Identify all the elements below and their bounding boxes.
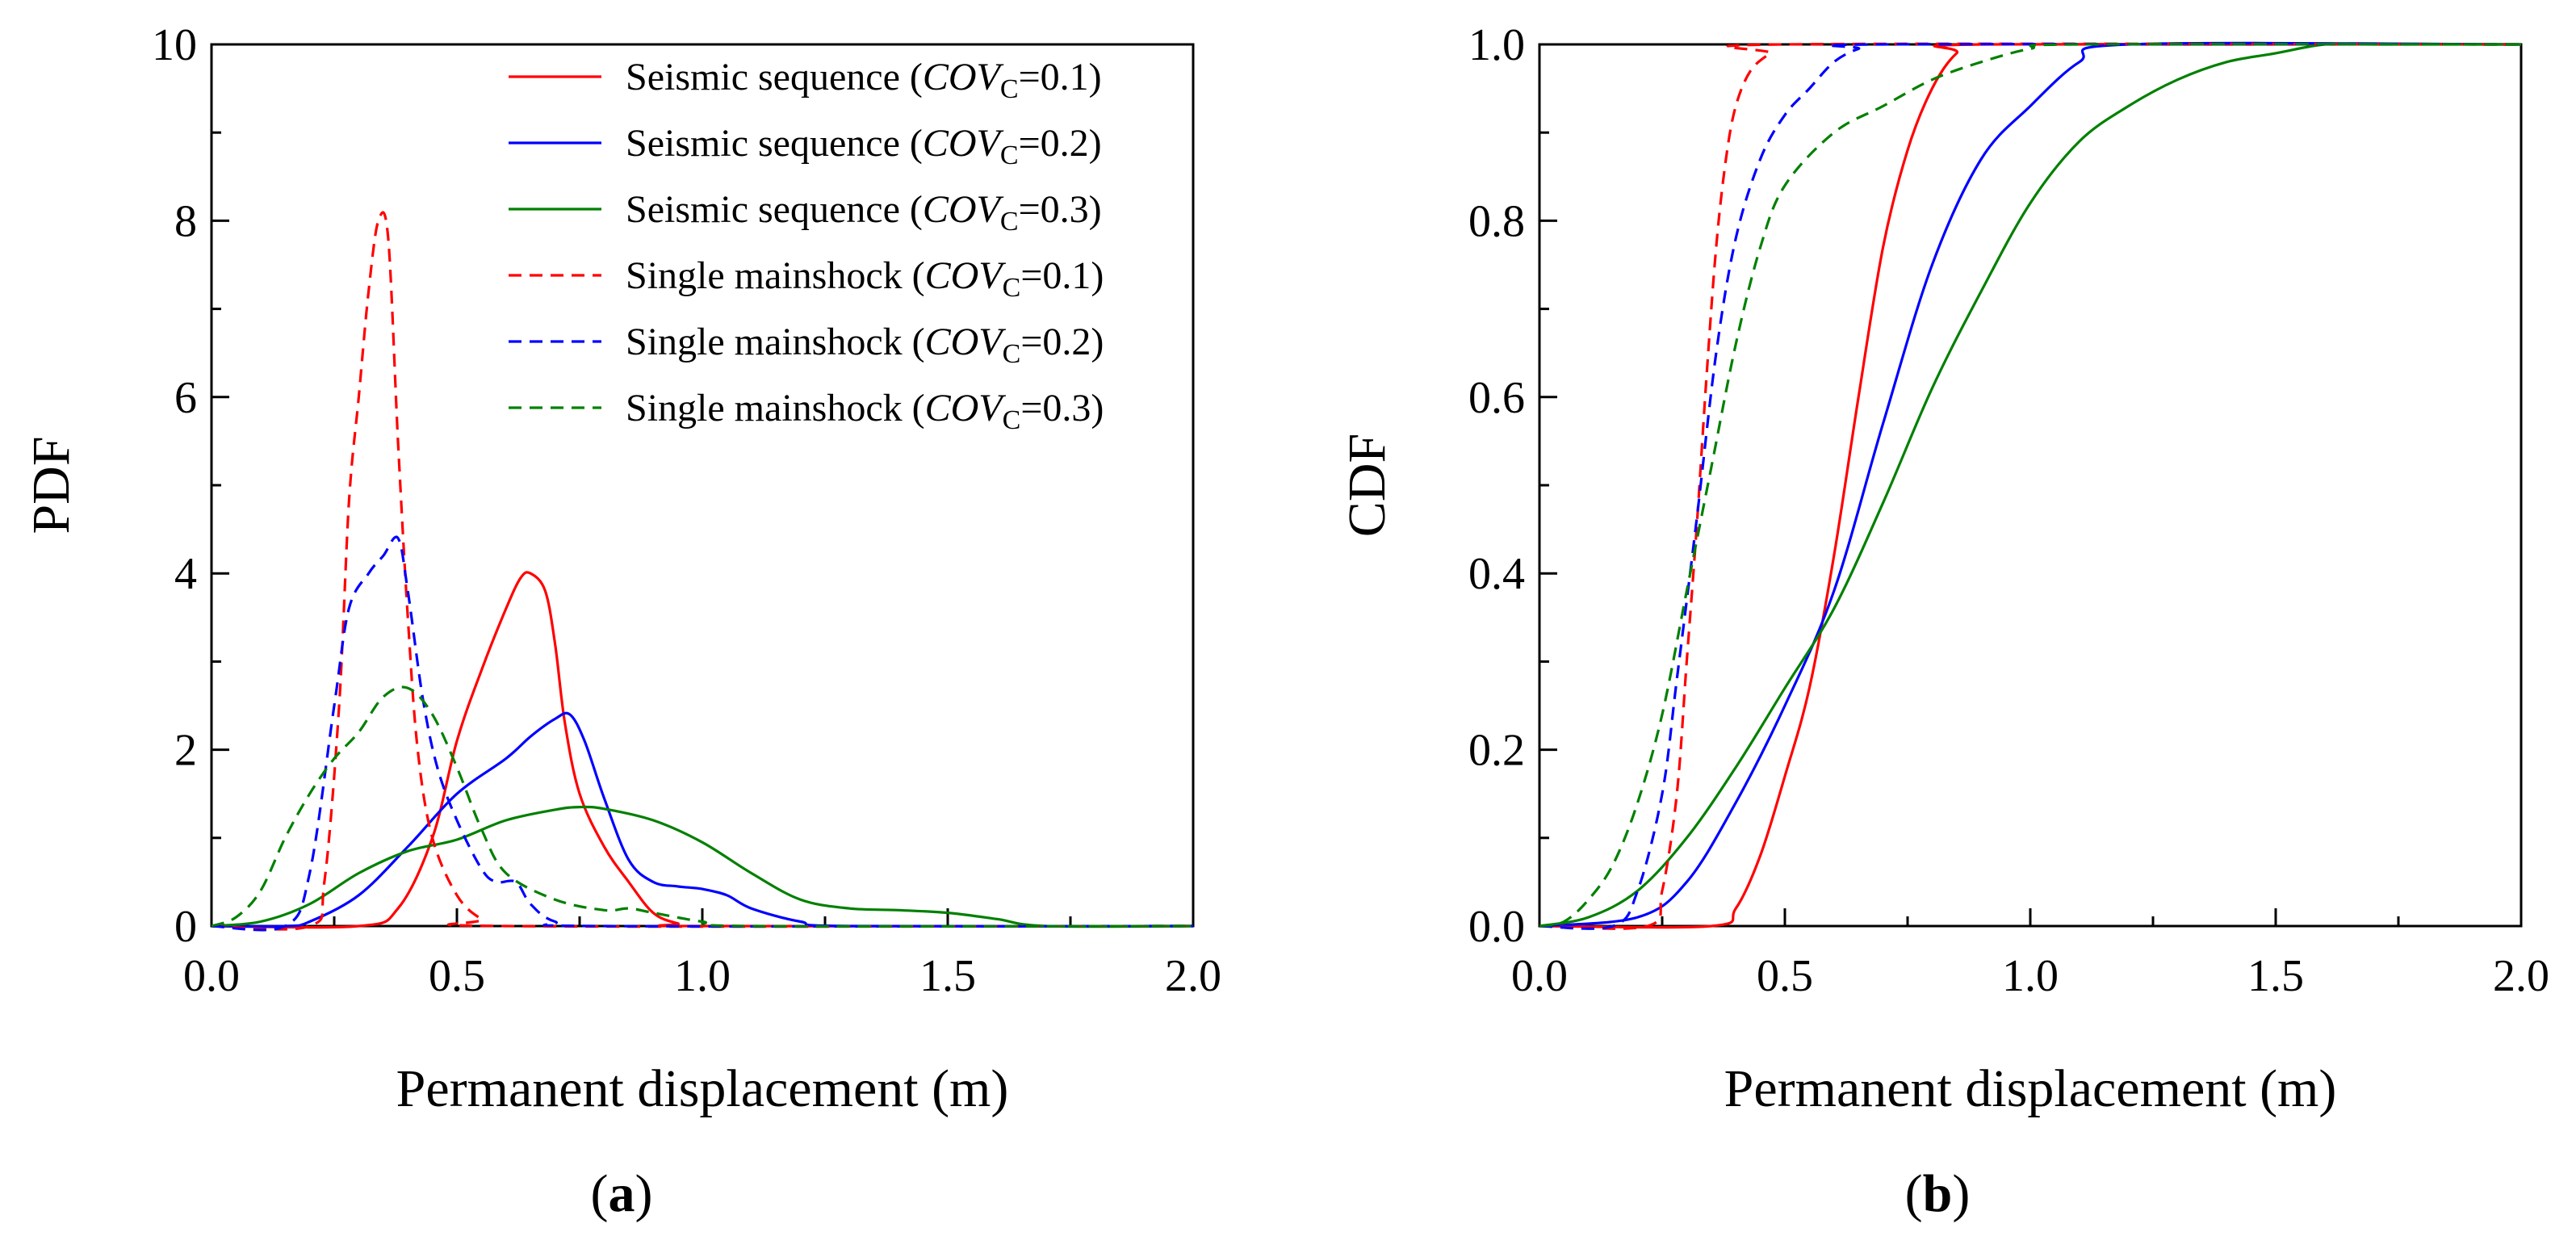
y-axis-title-a: PDF (22, 436, 81, 534)
series-line-a-5 (211, 535, 1194, 932)
x-tick-label: 2.0 (2493, 951, 2549, 1001)
series-line-b-2 (1539, 41, 2522, 928)
series-b (1539, 41, 2522, 930)
legend: Seismic sequence (COVC=0.1) Seismic seque… (509, 56, 1104, 435)
tick-labels-b: 0.0 0.5 1.0 1.5 2.0 0.0 0.2 0.4 0.6 0.8 1.0 (1468, 20, 2549, 1001)
series-line-a-2 (211, 711, 1194, 928)
x-tick-label: 1.0 (2002, 951, 2059, 1001)
y-tick-label: 0.2 (1468, 726, 1525, 776)
y-tick-label: 6 (174, 373, 197, 423)
tick-labels-a: 0.0 0.5 1.0 1.5 2.0 0 2 4 6 8 10 (152, 20, 1221, 1001)
ticks-b (1538, 43, 2523, 928)
chart-panel-b: 0.0 0.5 1.0 1.5 2.0 0.0 0.2 0.4 0.6 0.8 1.0 Perman… (1338, 20, 2549, 1223)
series-line-a-3 (211, 805, 1194, 928)
y-axis-title-b: CDF (1338, 434, 1397, 537)
x-axis-title-b: Permanent displacement (m) (1724, 1059, 2337, 1118)
ticks-a (210, 43, 1195, 928)
panel-label-a: (a) (591, 1164, 653, 1223)
y-tick-label: 0 (174, 902, 197, 952)
plot-frame-b (1538, 43, 2523, 928)
series-line-b-5 (1539, 43, 2522, 930)
legend-entry-2: Seismic sequence (COVC=0.2) (626, 122, 1102, 170)
series-line-b-1 (1539, 42, 2522, 929)
legend-entry-6: Single mainshock (COVC=0.3) (626, 387, 1104, 435)
series-line-a-6 (211, 685, 1194, 928)
x-tick-label: 2.0 (1165, 951, 1221, 1001)
y-tick-label: 0.0 (1468, 902, 1525, 952)
x-tick-label: 0.5 (1757, 951, 1813, 1001)
plot-frame-a (210, 43, 1195, 928)
x-tick-label: 1.5 (919, 951, 976, 1001)
series-a (211, 211, 1194, 932)
panel-letter-a: a (609, 1164, 635, 1223)
legend-entry-5: Single mainshock (COVC=0.2) (626, 321, 1104, 369)
x-tick-label: 1.5 (2247, 951, 2304, 1001)
x-tick-label: 0.5 (429, 951, 485, 1001)
legend-entry-1: Seismic sequence (COVC=0.1) (626, 56, 1102, 104)
legend-entry-3: Seismic sequence (COVC=0.3) (626, 188, 1102, 237)
series-line-b-6 (1539, 43, 2522, 928)
y-tick-label: 2 (174, 726, 197, 776)
series-line-b-4 (1539, 42, 2522, 930)
panel-label-b: (b) (1905, 1164, 1971, 1223)
y-tick-label: 4 (174, 549, 197, 599)
series-line-b-3 (1539, 42, 2521, 928)
y-tick-label: 0.6 (1468, 373, 1525, 423)
x-tick-label: 0.0 (1511, 951, 1568, 1001)
x-tick-label: 1.0 (674, 951, 731, 1001)
y-tick-label: 0.8 (1468, 196, 1525, 246)
legend-entry-4: Single mainshock (COVC=0.1) (626, 254, 1104, 303)
y-tick-label: 0.4 (1468, 549, 1525, 599)
y-tick-label: 8 (174, 196, 197, 246)
y-tick-label: 10 (152, 20, 197, 70)
x-tick-label: 0.0 (183, 951, 240, 1001)
y-tick-label: 1.0 (1468, 20, 1525, 70)
panel-letter-b: b (1923, 1164, 1953, 1223)
x-axis-title-a: Permanent displacement (m) (396, 1059, 1009, 1118)
series-line-a-4 (211, 211, 1194, 931)
chart-panel-a: 0.0 0.5 1.0 1.5 2.0 0 2 4 6 8 10 Seismic sequence … (22, 20, 1221, 1223)
